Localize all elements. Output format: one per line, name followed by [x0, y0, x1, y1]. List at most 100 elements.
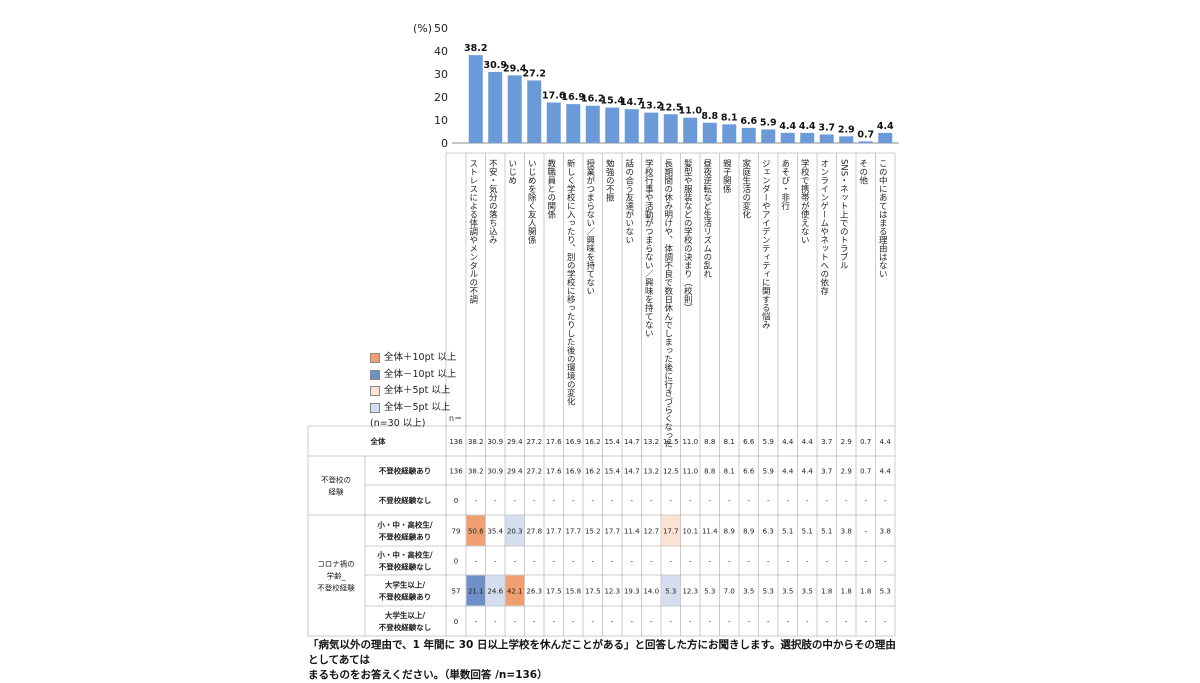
bar-value-label: 2.9 [838, 124, 855, 135]
row-label: 不登校経験あり [379, 592, 432, 602]
table-cell: - [552, 558, 555, 566]
table-cell: - [806, 618, 809, 626]
table-cell: 2.9 [841, 468, 852, 476]
table-cell: - [708, 558, 711, 566]
category-label: 学校行事や活動がつまらない／興味を持てない [643, 158, 653, 337]
table-cell: 12.3 [604, 588, 620, 596]
table-cell: - [845, 618, 848, 626]
bar-value-label: 4.4 [779, 121, 796, 132]
table-cell: - [786, 618, 789, 626]
bar [585, 105, 600, 143]
category-label: 家庭生活の変化 [741, 158, 751, 219]
table-cell: 17.7 [663, 528, 679, 536]
table-cell: 5.3 [665, 588, 676, 596]
table-cell: - [533, 618, 536, 626]
table-cell: - [728, 558, 731, 566]
bar-value-label: 14.7 [620, 97, 643, 108]
table-cell: - [591, 497, 594, 505]
y-tick-label: 30 [434, 68, 448, 81]
bar-value-label: 4.4 [877, 121, 894, 132]
table-cell: - [767, 618, 770, 626]
table-cell: 30.9 [487, 438, 503, 446]
table-cell: 12.5 [663, 438, 679, 446]
table-cell: 27.8 [526, 528, 542, 536]
n-cell: 0 [454, 558, 458, 566]
table-cell: 5.1 [782, 528, 793, 536]
table-cell: 11.0 [682, 438, 698, 446]
bar-value-label: 16.9 [562, 92, 585, 103]
bar [566, 104, 581, 143]
bar-value-label: 38.2 [464, 43, 487, 54]
bar [507, 75, 522, 143]
legend: 全体＋10pt 以上 全体－10pt 以上 全体＋5pt 以上 全体－5pt 以… [370, 350, 456, 433]
table-cell: - [650, 497, 653, 505]
table-cell: 20.3 [507, 528, 523, 536]
table-cell: 3.8 [880, 528, 891, 536]
table-cell: 14.7 [624, 438, 640, 446]
table-cell: 6.6 [743, 468, 755, 476]
table-cell: - [494, 618, 497, 626]
table-cell: - [494, 558, 497, 566]
bar-value-label: 29.4 [503, 63, 527, 74]
highlight-cell [505, 515, 524, 546]
table-cell: - [591, 618, 594, 626]
category-label: いじめ [507, 159, 517, 185]
table-cell: 13.2 [643, 468, 659, 476]
bar-value-label: 15.4 [601, 96, 625, 107]
table-cell: 2.9 [841, 438, 852, 446]
table-cell: 15.4 [604, 468, 620, 476]
table-cell: - [533, 558, 536, 566]
table-cell: 19.3 [624, 588, 640, 596]
table-cell: 5.1 [821, 528, 832, 536]
table-cell: 3.8 [841, 528, 852, 536]
bar [546, 102, 561, 143]
row-label: 大学生以上/ [385, 580, 425, 590]
table-cell: - [825, 497, 828, 505]
n-cell: 57 [452, 588, 461, 596]
table-cell: 7.0 [724, 588, 735, 596]
table-cell: - [474, 558, 477, 566]
table-cell: 14.0 [643, 588, 659, 596]
legend-item-down10: 全体－10pt 以上 [370, 367, 456, 384]
table-cell: - [786, 558, 789, 566]
bar [644, 112, 659, 143]
bar-value-label: 17.6 [542, 91, 566, 102]
table-cell: 17.7 [546, 528, 562, 536]
bar [800, 132, 815, 143]
table-cell: 26.3 [526, 588, 542, 596]
table-cell: 5.9 [763, 438, 774, 446]
caption-line-2: まるものをお答えください。（単数回答 /n=136） [308, 669, 548, 681]
table-cell: 17.7 [604, 528, 620, 536]
table-cell: - [572, 558, 575, 566]
n-cell: 136 [449, 468, 463, 476]
table-cell: 0.7 [860, 468, 871, 476]
unit-label: (%) [413, 22, 432, 35]
table-cell: 17.5 [585, 588, 601, 596]
table-cell: 35.4 [487, 528, 503, 536]
table-cell: 3.7 [821, 438, 832, 446]
table-cell: - [650, 618, 653, 626]
table-cell: 3.7 [821, 468, 832, 476]
category-label: SNS・ネット上でのトラブル [838, 159, 848, 270]
category-label: 新しく学校に入ったり、別の学校に移ったりした後の環境の変化 [565, 158, 575, 406]
bar [839, 136, 854, 143]
category-label: ジェンダーやアイデンティティに関する悩み [760, 159, 770, 329]
table-cell: 8.8 [704, 468, 715, 476]
table-cell: 11.4 [702, 528, 718, 536]
legend-item-down5: 全体－5pt 以上 [370, 400, 456, 417]
table-cell: 29.4 [507, 468, 523, 476]
table-cell: - [864, 497, 867, 505]
table-cell: - [572, 497, 575, 505]
table-cell: 17.7 [565, 528, 581, 536]
table-cell: 29.4 [507, 438, 523, 446]
table-cell: - [767, 497, 770, 505]
table-cell: 14.7 [624, 468, 640, 476]
y-tick-label: 0 [441, 137, 448, 150]
table-cell: - [513, 497, 516, 505]
table-cell: 12.7 [643, 528, 659, 536]
table-cell: 50.6 [468, 528, 484, 536]
highlight-cell [661, 575, 680, 606]
table-cell: - [767, 558, 770, 566]
n-header: n＝ [449, 414, 463, 423]
